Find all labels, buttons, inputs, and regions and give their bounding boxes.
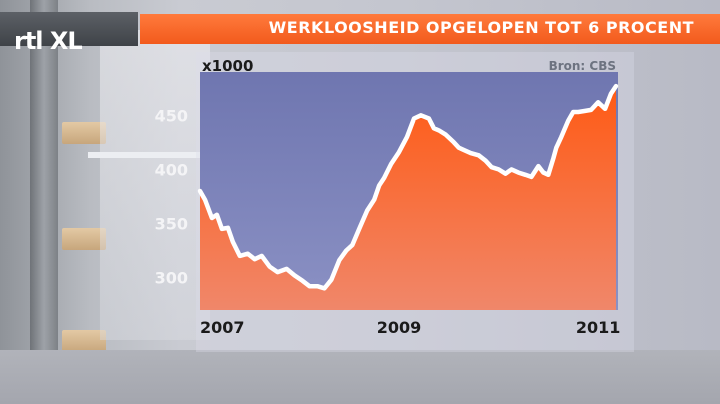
background-rail (88, 152, 208, 158)
background-floor (0, 350, 720, 404)
x-tick-label: 2007 (200, 318, 245, 337)
background-shelf (62, 228, 106, 250)
y-tick-label: 450 (155, 106, 188, 125)
chart-title: WERKLOOSHEID OPGELOPEN TOT 6 PROCENT (268, 18, 694, 37)
y-tick-label: 350 (155, 215, 188, 234)
y-tick-label: 400 (155, 160, 188, 179)
series-line (197, 83, 619, 291)
series-area (200, 86, 616, 310)
background-board (100, 30, 210, 340)
rtl-xl-logo: rtl XL (0, 12, 138, 55)
x-tick-label: 2011 (576, 318, 621, 337)
y-axis-unit-label: x1000 (202, 57, 253, 75)
x-tick-label: 2009 (377, 318, 422, 337)
logo-text: rtl XL (14, 27, 83, 55)
background-pillar (30, 0, 58, 404)
y-tick-label: 300 (155, 269, 188, 288)
background-shelf (62, 122, 106, 144)
title-bar: WERKLOOSHEID OPGELOPEN TOT 6 PROCENT (140, 14, 720, 44)
background-shelf (62, 330, 106, 352)
source-label: Bron: CBS (549, 59, 616, 73)
